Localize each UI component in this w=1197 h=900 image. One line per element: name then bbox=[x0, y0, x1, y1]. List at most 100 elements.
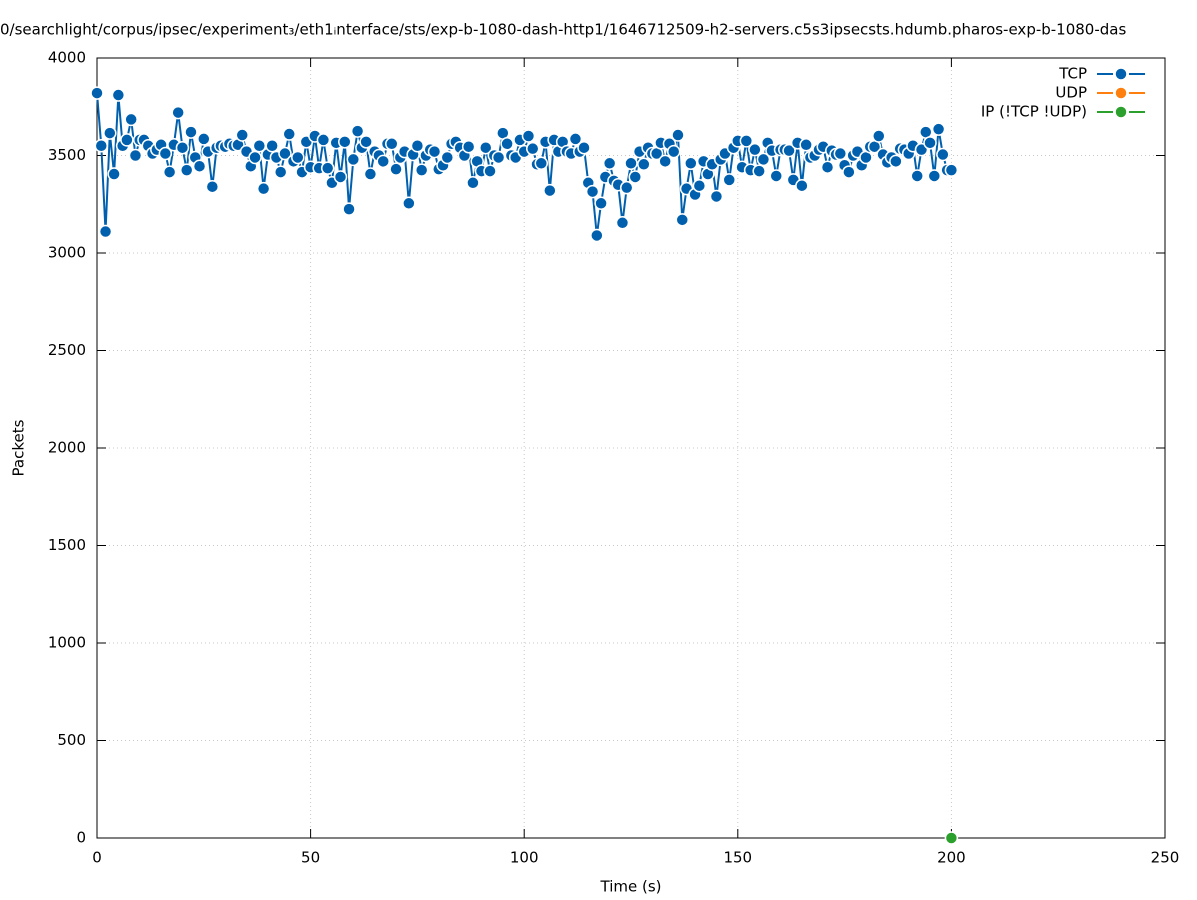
data-point bbox=[248, 150, 262, 165]
data-point bbox=[756, 152, 771, 167]
y-tick-label: 3000 bbox=[48, 244, 86, 262]
data-point bbox=[624, 156, 638, 171]
data-point bbox=[158, 146, 173, 161]
data-point bbox=[363, 167, 378, 181]
data-point bbox=[342, 202, 356, 216]
data-point bbox=[410, 139, 425, 153]
data-point bbox=[171, 105, 185, 120]
data-point bbox=[590, 228, 604, 243]
data-point bbox=[675, 213, 690, 227]
data-point bbox=[205, 179, 220, 194]
legend-label: IP (!TCP !UDP) bbox=[981, 103, 1087, 121]
data-point bbox=[833, 146, 848, 161]
data-point bbox=[842, 165, 856, 179]
data-point bbox=[414, 163, 429, 177]
data-point bbox=[637, 157, 651, 172]
y-tick-label: 4000 bbox=[48, 49, 86, 67]
data-point bbox=[107, 167, 121, 181]
x-tick-label: 50 bbox=[301, 849, 320, 867]
data-point bbox=[98, 224, 113, 239]
data-point bbox=[931, 122, 946, 136]
data-point bbox=[889, 154, 903, 169]
x-tick-label: 150 bbox=[723, 849, 752, 867]
data-point bbox=[316, 133, 331, 147]
data-point bbox=[944, 831, 959, 845]
legend-label: UDP bbox=[1055, 84, 1087, 102]
legend-marker bbox=[1114, 67, 1128, 81]
legend-marker bbox=[1114, 105, 1128, 119]
data-point bbox=[799, 138, 813, 152]
data-point bbox=[273, 165, 288, 179]
data-point bbox=[910, 169, 924, 183]
y-axis-label: Packets bbox=[10, 419, 28, 476]
y-tick-label: 500 bbox=[57, 731, 86, 749]
data-point bbox=[615, 216, 630, 230]
x-tick-label: 200 bbox=[937, 849, 966, 867]
y-tick-label: 0 bbox=[76, 829, 86, 847]
data-point bbox=[543, 183, 557, 198]
data-point bbox=[120, 133, 134, 147]
legend-marker bbox=[1114, 86, 1128, 100]
data-point bbox=[184, 125, 198, 139]
data-point bbox=[427, 144, 442, 159]
data-point bbox=[235, 128, 249, 142]
data-point bbox=[278, 146, 292, 161]
data-point bbox=[500, 137, 514, 151]
data-point bbox=[479, 140, 493, 155]
x-axis-label: Time (s) bbox=[600, 878, 662, 896]
data-point bbox=[197, 132, 211, 146]
data-point bbox=[944, 163, 959, 177]
data-point bbox=[179, 163, 194, 177]
data-point bbox=[709, 189, 724, 204]
data-point bbox=[568, 132, 583, 146]
x-tick-label: 100 bbox=[510, 849, 539, 867]
y-tick-label: 3500 bbox=[48, 146, 86, 164]
data-point bbox=[671, 128, 685, 142]
data-point bbox=[162, 165, 177, 179]
data-point bbox=[820, 160, 835, 174]
data-point bbox=[103, 126, 117, 140]
x-tick-label: 250 bbox=[1151, 849, 1180, 867]
data-point bbox=[927, 169, 942, 183]
data-point bbox=[628, 170, 643, 184]
data-point bbox=[282, 127, 296, 141]
data-point bbox=[402, 196, 416, 211]
data-point bbox=[722, 173, 737, 187]
data-point bbox=[320, 161, 335, 175]
data-point bbox=[111, 88, 126, 102]
data-point bbox=[333, 170, 348, 184]
data-point bbox=[534, 156, 549, 171]
plot-border bbox=[96, 57, 1166, 839]
data-point bbox=[872, 129, 886, 143]
data-point bbox=[483, 164, 497, 178]
data-point bbox=[350, 124, 365, 138]
data-point bbox=[376, 154, 390, 169]
data-point bbox=[602, 156, 617, 171]
data-point bbox=[577, 140, 591, 155]
data-point bbox=[619, 180, 634, 195]
data-point bbox=[338, 135, 352, 149]
data-point bbox=[389, 162, 403, 176]
data-point bbox=[936, 147, 950, 162]
data-point bbox=[90, 86, 104, 100]
data-point bbox=[385, 137, 399, 151]
data-point bbox=[291, 150, 305, 165]
data-point bbox=[346, 152, 361, 167]
data-point bbox=[175, 140, 190, 155]
data-point bbox=[585, 184, 600, 199]
data-point bbox=[525, 141, 540, 156]
data-point bbox=[440, 150, 455, 165]
data-point bbox=[748, 142, 762, 157]
x-tick-label: 0 bbox=[92, 849, 102, 867]
data-point bbox=[461, 139, 476, 154]
data-point bbox=[769, 169, 783, 183]
data-point bbox=[666, 144, 681, 159]
data-point bbox=[739, 134, 754, 148]
data-point bbox=[466, 176, 480, 190]
data-point bbox=[782, 143, 796, 158]
data-point bbox=[684, 156, 698, 171]
data-point bbox=[658, 154, 672, 169]
data-point bbox=[795, 178, 809, 193]
